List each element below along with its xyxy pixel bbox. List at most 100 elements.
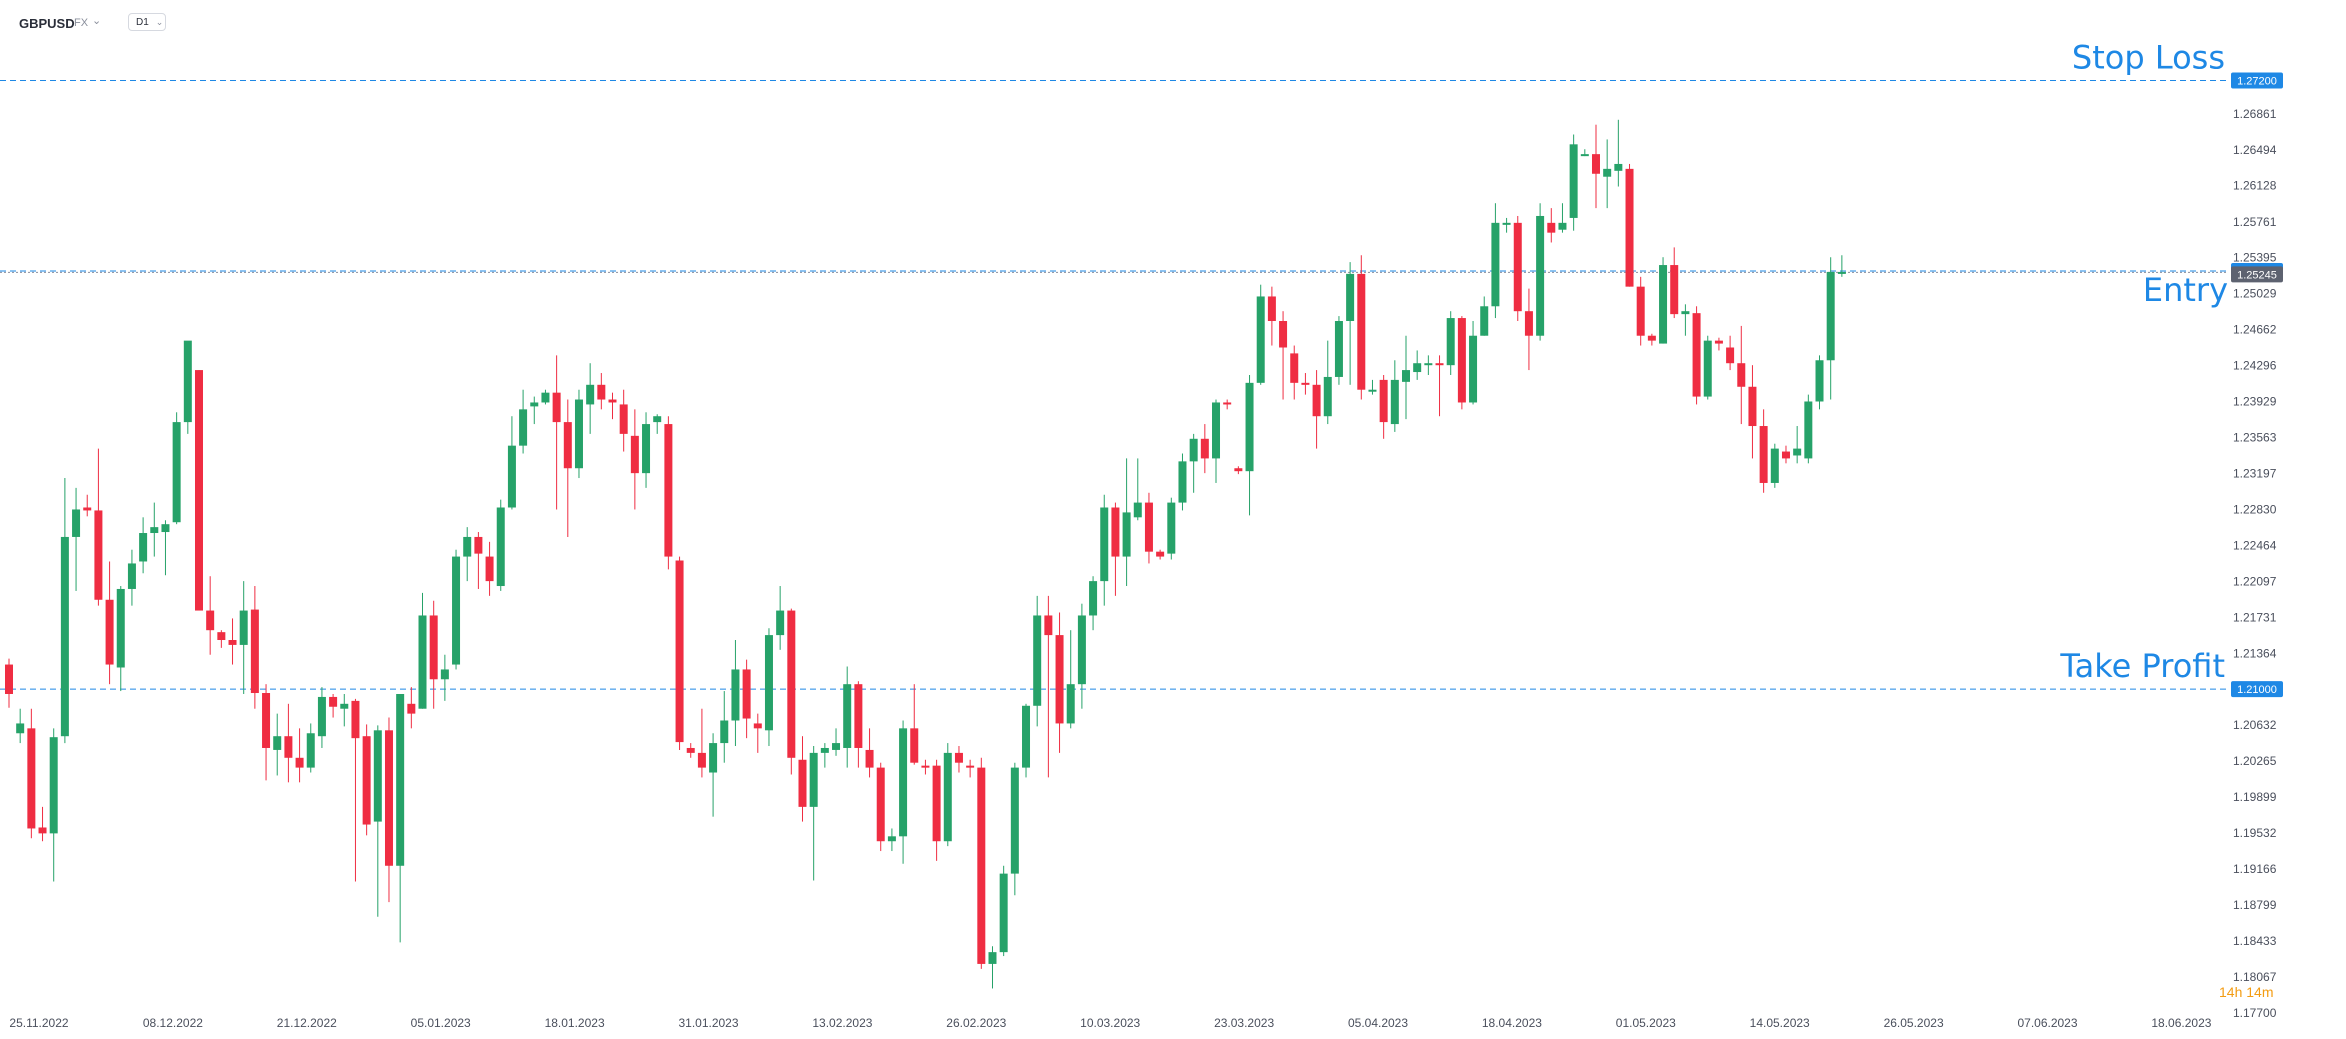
time-tick-label: 26.02.2023 <box>946 1016 1006 1030</box>
candle-body <box>194 370 203 611</box>
candle <box>1837 255 1846 277</box>
candle <box>1413 350 1422 380</box>
candle <box>1670 247 1679 319</box>
time-axis[interactable]: 25.11.2022 08.12.2022 21.12.2022 05.01.2023… <box>9 1016 2211 1030</box>
candle <box>127 549 136 606</box>
current-price-tag: 1.25245 <box>2231 266 2283 283</box>
candle-body <box>597 384 606 400</box>
candle <box>597 373 606 410</box>
candle-body <box>485 556 494 582</box>
candle <box>306 723 315 773</box>
candle <box>1435 355 1444 417</box>
candle-body <box>541 392 550 403</box>
candle-body <box>1737 363 1746 387</box>
candle <box>239 581 248 694</box>
candle <box>139 517 148 574</box>
candle-body <box>1323 376 1332 417</box>
candle <box>452 549 461 670</box>
price-tick-label: 1.18433 <box>2233 934 2277 948</box>
candle <box>1692 306 1701 405</box>
candle-body <box>1502 222 1511 225</box>
price-axis[interactable]: 1.272271.268611.264941.261281.257611.253… <box>2233 71 2277 1020</box>
candle <box>686 743 695 758</box>
candle-body <box>60 536 69 737</box>
candle-body <box>1580 154 1589 157</box>
candle-body <box>1446 318 1455 366</box>
price-tick-label: 1.24662 <box>2233 323 2277 337</box>
candle <box>60 478 69 744</box>
candle-body <box>127 563 136 589</box>
candle-body <box>798 759 807 807</box>
candle <box>709 733 718 817</box>
candle-body <box>764 635 773 731</box>
level-name: Entry <box>2143 271 2228 309</box>
candle <box>1010 762 1019 896</box>
candle-body <box>988 952 997 964</box>
candle-body <box>832 743 841 750</box>
candle <box>5 658 13 708</box>
candle <box>194 370 203 611</box>
candle <box>1279 311 1288 400</box>
candle-body <box>396 693 405 866</box>
candle-body <box>1066 684 1075 724</box>
time-tick-label: 21.12.2022 <box>277 1016 337 1030</box>
time-tick-label: 05.04.2023 <box>1348 1016 1408 1030</box>
candle <box>1144 492 1153 564</box>
candle <box>1267 286 1276 346</box>
candle-body <box>1703 340 1712 397</box>
candle-body <box>1726 347 1735 364</box>
candle-body <box>1178 461 1187 503</box>
candle-body <box>608 399 617 403</box>
candle <box>932 759 941 861</box>
price-tick-label: 1.22464 <box>2233 538 2277 552</box>
candle <box>1524 288 1533 371</box>
candle-body <box>1379 379 1388 423</box>
time-tick-label: 18.01.2023 <box>545 1016 605 1030</box>
candle <box>1659 257 1668 344</box>
candle-body <box>921 765 930 768</box>
candle-body <box>83 507 92 511</box>
price-tick-label: 1.17700 <box>2233 1006 2277 1020</box>
candle-body <box>1692 313 1701 397</box>
candle <box>1469 321 1478 405</box>
candle <box>463 527 472 582</box>
time-tick-label: 05.01.2023 <box>411 1016 471 1030</box>
candle <box>1077 603 1086 709</box>
candle <box>49 728 58 882</box>
candle-body <box>340 703 349 709</box>
candle <box>1044 595 1053 778</box>
candle <box>429 600 438 709</box>
candle <box>1558 203 1567 233</box>
candle <box>1323 340 1332 425</box>
candle-body <box>1200 438 1209 459</box>
candle-body <box>686 747 695 753</box>
timeframe-select[interactable]: D1 ⌄ <box>128 13 166 31</box>
candle <box>27 708 36 839</box>
candle-body <box>351 700 360 739</box>
level-name: Take Profit <box>2059 647 2225 685</box>
candle-body <box>317 696 326 737</box>
candle <box>552 355 561 510</box>
candle <box>1793 426 1802 464</box>
price-tick-label: 1.23929 <box>2233 395 2277 409</box>
candle-body <box>250 609 259 694</box>
candle-body <box>463 536 472 557</box>
symbol-label[interactable]: GBPUSD <box>19 16 75 31</box>
candle <box>1536 203 1545 341</box>
candle <box>1368 379 1377 395</box>
chevron-down-icon[interactable]: ⌄ <box>92 15 102 27</box>
candle-body <box>977 767 986 964</box>
candle-body <box>1826 271 1835 361</box>
candle <box>1513 215 1522 322</box>
candle-body <box>150 527 159 534</box>
candle <box>1379 374 1388 439</box>
candle <box>787 608 796 775</box>
candle-body <box>943 752 952 842</box>
candle <box>1759 409 1768 493</box>
candle-body <box>1089 581 1098 616</box>
candle <box>172 412 181 525</box>
candle <box>16 708 25 744</box>
price-tick-label: 1.20265 <box>2233 754 2277 768</box>
candle <box>1569 134 1578 231</box>
